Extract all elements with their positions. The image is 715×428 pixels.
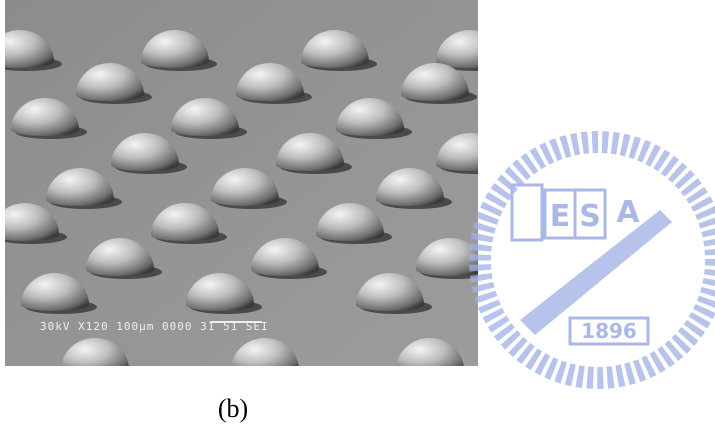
- wm-letter: A: [616, 195, 640, 230]
- watermark: E S A 1896: [480, 142, 715, 378]
- caption: (b): [218, 394, 248, 423]
- dome-shadow: [65, 365, 137, 379]
- wm-letter: S: [579, 199, 601, 234]
- wm-year: 1896: [581, 319, 637, 343]
- sem-image: 30kV X120 100µm 0000 31 51 SEI: [0, 0, 512, 379]
- page: 30kV X120 100µm 0000 31 51 SEI E S A 189…: [0, 0, 715, 428]
- dome-shadow: [235, 365, 307, 379]
- dome-shadow: [400, 365, 472, 379]
- wm-letter: E: [550, 199, 571, 234]
